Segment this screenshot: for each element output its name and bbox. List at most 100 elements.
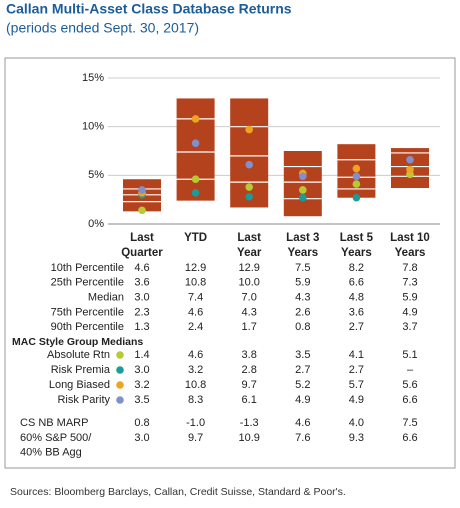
x-tick-label: Last Quarter [121, 232, 163, 259]
label-line: Years [395, 247, 426, 259]
cell: 3.5 [134, 394, 149, 406]
cell: 7.5 [295, 262, 310, 274]
dot [299, 172, 307, 181]
cell: 10.8 [185, 379, 206, 391]
label-line: Years [341, 247, 372, 259]
dot [138, 206, 146, 215]
cell: 2.7 [295, 364, 310, 376]
label-line: Last [130, 232, 154, 244]
cell: 8.2 [349, 262, 364, 274]
label-line: Last 3 [286, 232, 319, 244]
cell: 2.8 [242, 364, 257, 376]
cell: 5.7 [349, 379, 364, 391]
cell: 4.6 [134, 262, 149, 274]
cell: 6.6 [402, 432, 417, 444]
y-tick-label: 10% [82, 121, 104, 133]
cell: 2.6 [295, 306, 310, 318]
cell: 3.8 [242, 349, 257, 361]
dot [138, 186, 146, 194]
cell: 7.6 [295, 432, 310, 444]
cell: 4.6 [295, 417, 310, 429]
legend-label: Long Biased [49, 379, 110, 391]
cell: 10.8 [185, 277, 206, 289]
cell: 4.0 [349, 417, 364, 429]
dot [245, 183, 253, 191]
cell: 7.8 [402, 262, 417, 274]
cell: 2.3 [134, 306, 149, 318]
chart-subtitle: (periods ended Sept. 30, 2017) [6, 20, 199, 36]
grid [108, 77, 440, 225]
cell: 1.7 [242, 321, 257, 333]
cell: 4.9 [402, 306, 417, 318]
cell: 4.6 [188, 349, 203, 361]
row-label: 75th Percentile [51, 306, 124, 318]
cell: 3.0 [134, 292, 149, 304]
cell: 9.7 [188, 432, 203, 444]
label-line: Last 10 [390, 232, 430, 244]
cell: 10.9 [238, 432, 259, 444]
cell: 9.7 [242, 379, 257, 391]
cell: 7.5 [402, 417, 417, 429]
cell: 4.3 [295, 292, 310, 304]
cell: 4.9 [349, 394, 364, 406]
cell: -1.3 [240, 417, 259, 429]
row-label: Median [88, 292, 124, 304]
legend-swatch [116, 396, 124, 404]
legend-label: Absolute Rtn [47, 349, 110, 361]
cell: 8.3 [188, 394, 203, 406]
cell: 3.0 [134, 432, 149, 444]
row-label: 40% BB Agg [20, 446, 82, 458]
dot [245, 192, 253, 201]
dot [352, 180, 361, 188]
cell: 5.1 [402, 349, 417, 361]
dot [299, 193, 307, 202]
cell: -1.0 [186, 417, 205, 429]
cell: 3.6 [134, 277, 149, 289]
row-label: 25th Percentile [51, 277, 124, 289]
cell: 12.9 [185, 262, 206, 274]
cell: 1.4 [134, 349, 149, 361]
cell: 6.6 [402, 394, 417, 406]
cell: 12.9 [238, 262, 259, 274]
legend-swatch [116, 366, 124, 374]
range-bar [230, 98, 269, 208]
group-heading: MAC Style Group Medians [12, 336, 143, 348]
label-line: Last 5 [340, 232, 374, 244]
cell: 7.0 [242, 292, 257, 304]
label-line: Quarter [121, 247, 163, 259]
cell: 7.3 [402, 277, 417, 289]
row-label: 90th Percentile [51, 321, 124, 333]
cell: 10.0 [238, 277, 259, 289]
cell: 4.9 [295, 394, 310, 406]
dot [299, 186, 307, 194]
source: Sources: Bloomberg Barclays, Callan, Cre… [10, 486, 346, 498]
y-tick-label: 15% [82, 72, 104, 84]
cell: 4.3 [242, 306, 257, 318]
dot [191, 189, 200, 197]
row-label: 10th Percentile [51, 262, 124, 274]
cell: 5.6 [402, 379, 417, 391]
y-tick-label: 5% [88, 169, 104, 181]
cell: 3.0 [134, 364, 149, 376]
cell: 3.2 [134, 379, 149, 391]
cell: 6.1 [242, 394, 257, 406]
cell: 2.4 [188, 321, 203, 333]
row-label: CS NB MARP [20, 417, 88, 429]
legend-swatch [116, 351, 124, 359]
x-tick-label: Last 5 Years [340, 232, 374, 259]
x-tick-label: Last Year [237, 232, 262, 259]
dot [191, 175, 200, 184]
cell: 0.8 [134, 417, 149, 429]
dot [245, 125, 253, 134]
dot [352, 172, 361, 181]
cell: 5.9 [402, 292, 417, 304]
cell: 2.7 [349, 364, 364, 376]
cell: 3.2 [188, 364, 203, 376]
dot [191, 139, 200, 148]
cell: 9.3 [349, 432, 364, 444]
x-tick-label: YTD [184, 232, 207, 244]
range-bar [176, 98, 215, 201]
dot [406, 155, 414, 164]
dot [245, 160, 253, 169]
range-bar [283, 151, 322, 217]
